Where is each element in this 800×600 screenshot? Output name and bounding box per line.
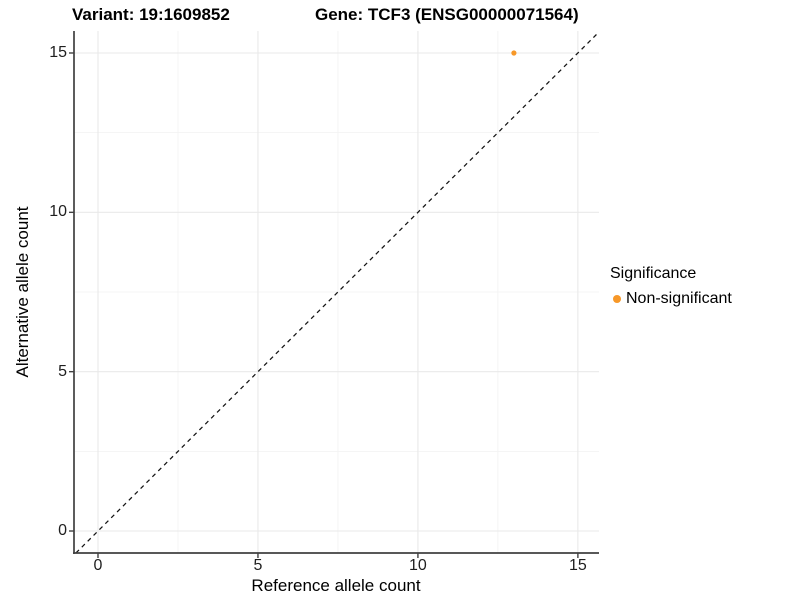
y-tick-label: 0 [58, 522, 67, 539]
legend-title: Significance [610, 265, 697, 282]
gene-title: Gene: TCF3 (ENSG00000071564) [315, 5, 579, 24]
variant-title: Variant: 19:1609852 [72, 5, 230, 24]
y-tick-label: 15 [49, 43, 67, 61]
legend: Significance Non-significant [610, 265, 732, 308]
x-tick-label: 0 [93, 557, 103, 574]
x-axis-title: Reference allele count [251, 576, 421, 595]
legend-entry-label: Non-significant [626, 290, 732, 307]
legend-entry: Non-significant [610, 290, 732, 308]
legend-point-icon [613, 295, 621, 303]
x-tick-label: 10 [409, 557, 427, 574]
x-tick-label: 5 [253, 557, 263, 574]
y-axis-title: Alternative allele count [13, 206, 32, 378]
data-point [511, 50, 517, 56]
identity-dashed-line [75, 31, 600, 554]
y-tick-label: 10 [49, 203, 67, 221]
y-tick-label: 5 [58, 362, 67, 380]
x-tick-label: 15 [568, 557, 587, 574]
